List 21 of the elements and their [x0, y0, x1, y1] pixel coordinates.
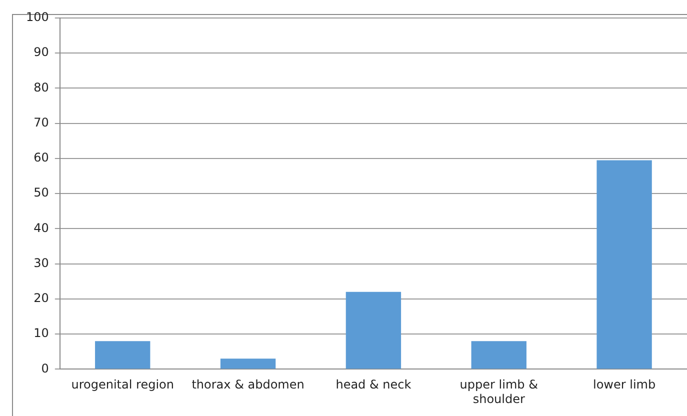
y-tick-label: 50	[34, 186, 49, 200]
y-tick-label: 40	[34, 220, 49, 235]
bar	[471, 341, 526, 369]
bar	[220, 358, 276, 369]
y-tick-label: 20	[34, 291, 49, 306]
x-tick-label: urogenital region	[71, 378, 174, 392]
y-tick-label: 10	[34, 326, 49, 340]
bar	[596, 160, 652, 369]
y-tick-label: 100	[26, 10, 49, 24]
x-tick-label: head & neck	[336, 378, 412, 392]
y-tick-label: 0	[41, 361, 49, 376]
y-tick-label: 30	[34, 256, 49, 270]
y-tick-label: 80	[34, 80, 49, 94]
x-tick-label: lower limb	[592, 378, 656, 392]
y-tick-label: 70	[34, 115, 49, 130]
bar	[95, 341, 150, 369]
bar	[346, 292, 402, 369]
y-tick-label: 60	[34, 150, 49, 165]
x-tick-label: upper limb & shoulder	[460, 378, 538, 406]
x-tick-label: thorax & abdomen	[192, 378, 304, 392]
y-tick-label: 90	[34, 45, 49, 60]
